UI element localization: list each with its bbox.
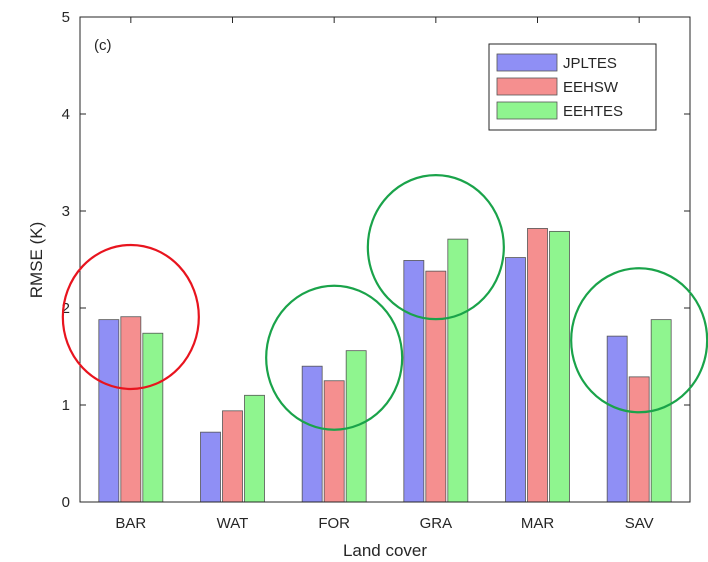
legend-swatch-eehsw	[496, 77, 558, 96]
bar-eehtes-mar	[549, 230, 570, 503]
bar-eehsw-bar	[120, 316, 142, 503]
highlight-circle-for	[265, 284, 404, 431]
legend-label-eehtes: EEHTES	[563, 103, 623, 120]
bar-eehsw-sav	[628, 376, 650, 503]
bar-eehsw-for	[323, 380, 345, 503]
x-tick-label-wat: WAT	[217, 515, 249, 532]
highlight-circle-sav	[570, 267, 708, 414]
bar-jpltes-sav	[606, 335, 628, 503]
bar-jpltes-for	[301, 365, 323, 503]
highlight-circle-gra	[366, 174, 505, 321]
bar-eehtes-wat	[244, 394, 265, 503]
x-tick-label-sav: SAV	[625, 515, 654, 532]
x-axis-title: Land cover	[343, 541, 427, 560]
legend-swatch-eehtes	[496, 101, 558, 120]
legend-label-jpltes: JPLTES	[563, 55, 617, 72]
panel-label: (c)	[94, 37, 112, 54]
bar-jpltes-mar	[505, 257, 526, 503]
x-tick-label-for: FOR	[318, 515, 350, 532]
x-tick-label-bar: BAR	[115, 515, 146, 532]
y-tick-label: 5	[62, 9, 70, 26]
bar-eehtes-bar	[142, 332, 164, 503]
legend: JPLTES EEHSW EEHTES	[488, 43, 657, 131]
legend-label-eehsw: EEHSW	[563, 79, 619, 96]
y-axis-title: RMSE (K)	[27, 222, 46, 299]
legend-swatch-jpltes	[496, 53, 558, 72]
y-tick-label: 2	[62, 300, 70, 317]
highlight-circle-bar	[61, 243, 200, 391]
y-tick-label: 4	[62, 106, 70, 123]
bar-eehtes-gra	[447, 238, 469, 503]
bar-jpltes-gra	[403, 260, 425, 503]
bar-jpltes-wat	[200, 431, 221, 503]
x-tick-label-gra: GRA	[420, 515, 453, 532]
y-tick-label: 0	[62, 494, 70, 511]
bar-jpltes-bar	[98, 319, 120, 503]
y-tick-label: 1	[62, 397, 70, 414]
bar-eehsw-gra	[425, 270, 447, 503]
bar-eehsw-wat	[222, 410, 243, 503]
bar-eehsw-mar	[527, 228, 548, 503]
x-tick-label-mar: MAR	[521, 515, 555, 532]
y-tick-label: 3	[62, 203, 70, 220]
plot-frame	[79, 16, 691, 503]
